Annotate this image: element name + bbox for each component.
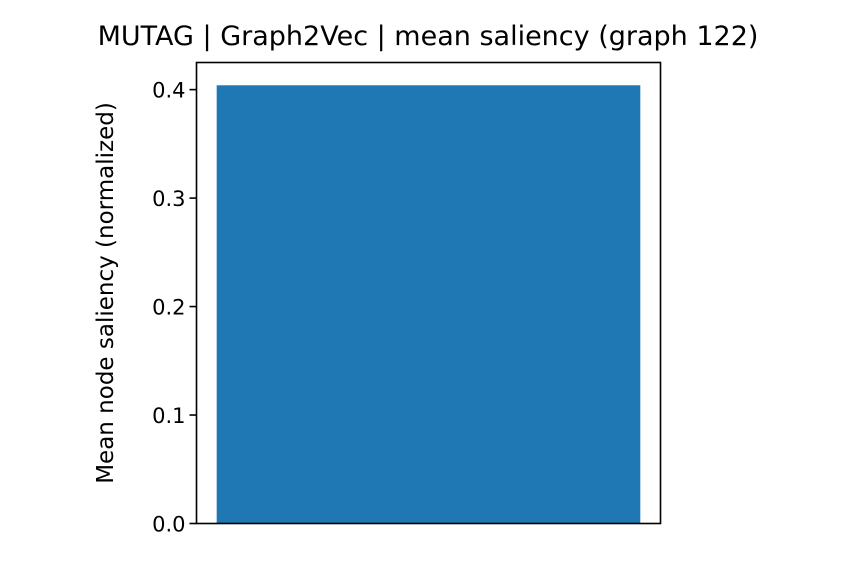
bar: [216, 85, 641, 524]
bars-group: [216, 85, 641, 524]
y-tick-label: 0.0: [152, 513, 185, 537]
chart-title: MUTAG | Graph2Vec | mean saliency (graph…: [98, 21, 759, 52]
y-tick-label: 0.1: [152, 404, 185, 428]
y-tick-label: 0.2: [152, 296, 185, 320]
plot-frame: [195, 61, 662, 525]
y-tick-label: 0.4: [152, 79, 185, 103]
y-axis-label: Mean node saliency (normalized): [93, 102, 119, 484]
y-axis: 0.0 0.1 0.2 0.3 0.4: [152, 79, 197, 537]
y-tick-label: 0.3: [152, 187, 185, 211]
